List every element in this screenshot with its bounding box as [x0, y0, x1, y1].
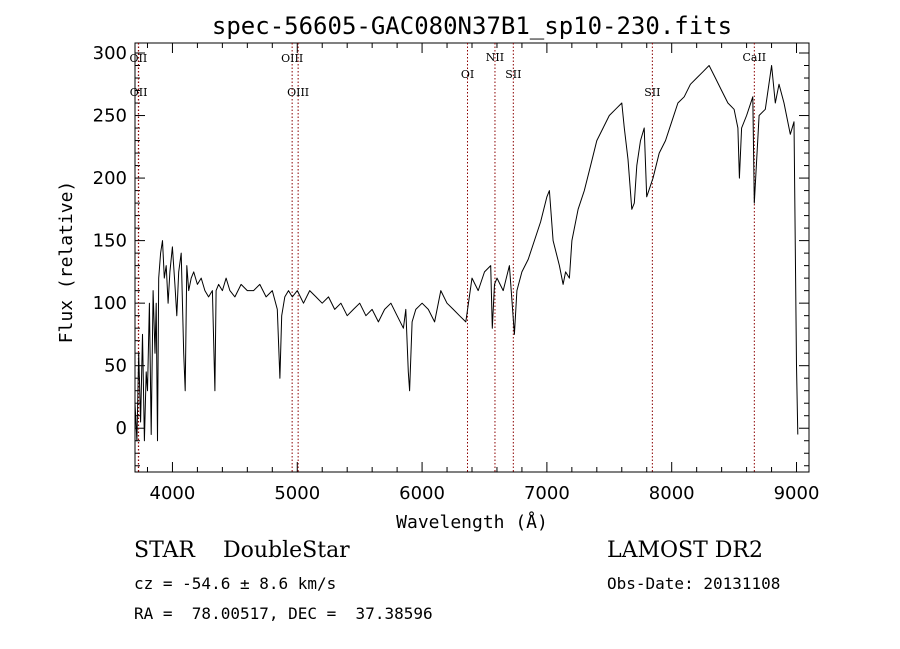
- x-axis: 4000 5000 6000 7000 8000 9000: [146, 43, 820, 504]
- y-tick-label: 250: [93, 106, 127, 127]
- survey-name: LAMOST DR2: [607, 538, 763, 563]
- line-marker-label: NII: [486, 51, 504, 64]
- x-tick-label: 9000: [774, 483, 820, 504]
- chart-title: spec-56605-GAC080N37B1_sp10-230.fits: [212, 12, 732, 40]
- y-tick-label: 100: [93, 293, 127, 314]
- x-tick-label: 5000: [274, 483, 320, 504]
- y-tick-label: 200: [93, 168, 127, 189]
- object-class: STAR DoubleStar: [134, 538, 350, 563]
- line-marker-label: OI: [461, 68, 474, 81]
- y-axis: 0 50 100 150 200 250 300: [93, 43, 809, 467]
- x-tick-label: 4000: [150, 483, 196, 504]
- x-tick-label: 6000: [399, 483, 445, 504]
- line-marker-label: CaII: [742, 51, 766, 64]
- spectrum-line: [134, 65, 799, 442]
- plot-frame: [134, 42, 810, 473]
- line-marker-label: OIII: [281, 52, 303, 65]
- x-tick-label: 8000: [649, 483, 695, 504]
- y-tick-label: 50: [104, 356, 127, 377]
- y-tick-label: 150: [93, 231, 127, 252]
- line-marker-label: OIII: [287, 86, 309, 99]
- line-marker-label: OII: [130, 86, 148, 99]
- coordinates: RA = 78.00517, DEC = 37.38596: [134, 604, 433, 623]
- observation-date: Obs-Date: 20131108: [607, 574, 781, 593]
- x-axis-label: Wavelength (Å): [396, 511, 548, 533]
- line-marker-label: SII: [644, 86, 660, 99]
- y-tick-label: 300: [93, 43, 127, 64]
- y-tick-label: 0: [116, 418, 127, 439]
- line-marker-label: SII: [505, 68, 521, 81]
- y-axis-label: Flux (relative): [56, 181, 77, 344]
- redshift-velocity: cz = -54.6 ± 8.6 km/s: [134, 574, 337, 593]
- x-tick-label: 7000: [524, 483, 570, 504]
